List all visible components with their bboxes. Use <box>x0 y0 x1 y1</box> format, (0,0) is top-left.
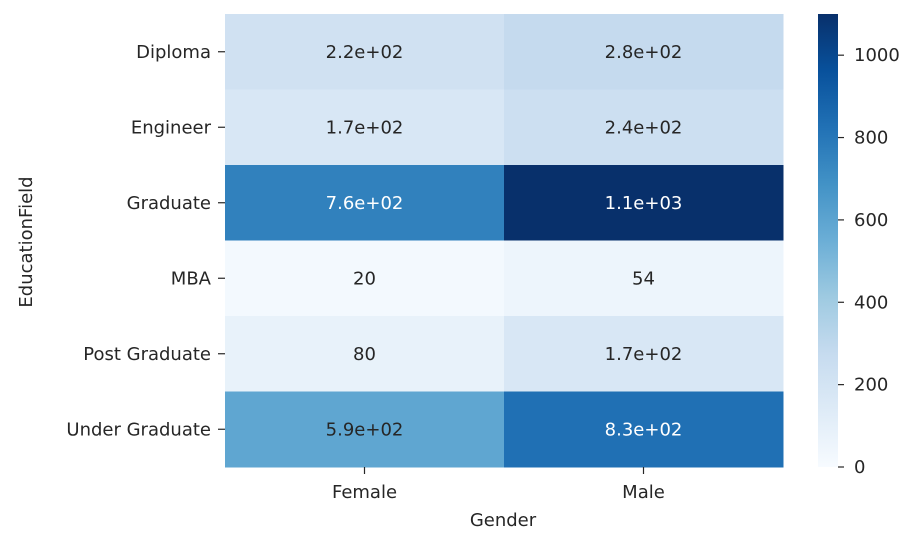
heatmap-cell <box>225 240 505 317</box>
heatmap-cells: 2.2e+02 2.8e+02 1.7e+02 2.4e+02 7.6e+02 1.1e+… <box>225 14 784 468</box>
x-axis-ticks: Female Male <box>332 467 665 503</box>
colorbar <box>818 14 838 467</box>
colorbar-ticks: 0 200 400 600 800 1000 <box>838 45 900 478</box>
cell-value-label: 1.1e+03 <box>605 193 683 214</box>
cell-value-label: 5.9e+02 <box>326 419 404 440</box>
colorbar-tick-label: 200 <box>854 375 888 396</box>
heatmap-cell <box>504 14 784 90</box>
heatmap-cell <box>225 89 505 166</box>
y-tick-label: Post Graduate <box>83 344 211 365</box>
heatmap-cell <box>504 89 784 166</box>
y-tick-label: Graduate <box>127 193 211 214</box>
y-axis-title: EducationField <box>16 176 37 307</box>
heatmap-cell <box>225 165 505 241</box>
heatmap-cell <box>504 391 784 468</box>
cell-value-label: 2.8e+02 <box>605 42 683 63</box>
colorbar-tick-label: 0 <box>854 457 865 478</box>
cell-value-label: 2.4e+02 <box>605 117 683 138</box>
y-tick-label: Under Graduate <box>66 419 211 440</box>
heatmap-cell <box>504 240 784 317</box>
cell-value-label: 8.3e+02 <box>605 419 683 440</box>
cell-value-label: 1.7e+02 <box>326 117 404 138</box>
heatmap-cell <box>225 316 505 392</box>
cell-value-label: 80 <box>353 344 376 365</box>
heatmap-cell <box>225 391 505 468</box>
colorbar-tick-label: 400 <box>854 292 888 313</box>
colorbar-tick-label: 800 <box>854 128 888 149</box>
heatmap-cell <box>504 165 784 241</box>
cell-value-label: 54 <box>632 268 655 289</box>
heatmap-cell <box>504 316 784 392</box>
cell-value-label: 1.7e+02 <box>605 344 683 365</box>
y-axis-ticks: Diploma Engineer Graduate MBA Post Graduate U… <box>66 42 225 440</box>
x-axis-title: Gender <box>470 510 537 531</box>
x-tick-label: Male <box>622 482 665 503</box>
x-tick-label: Female <box>332 482 397 503</box>
cell-value-label: 20 <box>353 268 376 289</box>
y-tick-label: Engineer <box>131 117 212 138</box>
cell-value-label: 7.6e+02 <box>326 193 404 214</box>
heatmap-cell <box>225 14 505 90</box>
y-tick-label: MBA <box>171 268 212 289</box>
colorbar-tick-label: 1000 <box>854 45 900 66</box>
cell-value-label: 2.2e+02 <box>326 42 404 63</box>
colorbar-tick-label: 600 <box>854 210 888 231</box>
y-tick-label: Diploma <box>136 42 211 63</box>
